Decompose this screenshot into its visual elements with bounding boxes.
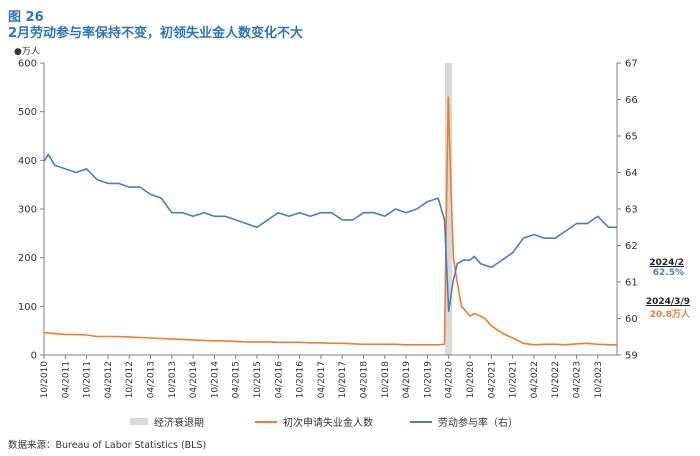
y-right-tick-label: 65: [625, 132, 638, 143]
x-tick-label: 10/2023: [594, 361, 604, 398]
x-tick-label: 04/2011: [61, 361, 71, 398]
source-note: 数据来源：Bureau of Labor Statistics (BLS): [8, 440, 207, 451]
legend-label-recession: 经济衰退期: [154, 418, 204, 429]
x-tick-label: 04/2015: [232, 361, 242, 398]
x-tick-label: 10/2012: [125, 361, 135, 398]
x-tick-label: 04/2023: [573, 361, 583, 398]
series-line-claims: [43, 96, 617, 346]
series-line-participation: [43, 153, 617, 312]
y-right-tick-label: 60: [625, 314, 638, 325]
legend-label-claims: 初次申请失业金人数: [283, 418, 373, 429]
recession-layer: [444, 63, 453, 355]
x-tick-label: 04/2014: [189, 361, 199, 399]
y-right-tick-label: 64: [625, 168, 638, 179]
series-layer: [43, 96, 617, 346]
x-tick-label: 10/2021: [509, 361, 519, 398]
figure-label: 图 26: [8, 10, 44, 25]
legend-swatch-participation: [410, 420, 432, 423]
x-tick-label: 10/2022: [551, 361, 561, 398]
x-tick-label: 04/2020: [445, 361, 455, 399]
y-left-tick-label: 0: [31, 351, 37, 362]
y-right-tick-label: 59: [625, 351, 638, 362]
legend-item-claims: 初次申请失业金人数: [255, 414, 373, 429]
y-right-tick-label: 66: [625, 95, 638, 106]
x-tick-label: 10/2020: [466, 361, 476, 399]
y-left-tick-label: 100: [18, 302, 37, 313]
x-tick-label: 10/2016: [296, 361, 306, 399]
y-right-tick-label: 63: [625, 205, 638, 216]
left-axis-unit-text: 万人: [21, 47, 40, 57]
x-tick-label: 04/2012: [104, 361, 114, 398]
legend-label-participation: 劳动参与率（右）: [438, 418, 518, 429]
x-tick-label: 10/2010: [40, 361, 50, 399]
x-tick-label: 04/2013: [147, 361, 157, 398]
claims-annotation-value: 20.8万人: [649, 310, 690, 320]
legend-item-participation: 劳动参与率（右）: [410, 414, 518, 429]
legend-swatch-recession: [130, 418, 148, 425]
y-left-tick-label: 300: [18, 205, 37, 216]
left-axis-unit: ●万人: [14, 47, 40, 57]
y-right-tick-label: 61: [625, 278, 638, 289]
x-tick-label: 04/2019: [402, 361, 412, 399]
legend-swatch-claims: [255, 420, 277, 423]
x-tick-label: 10/2017: [338, 361, 348, 398]
legend-item-recession: 经济衰退期: [130, 414, 204, 429]
x-tick-label: 10/2018: [381, 361, 391, 399]
y-left-tick-label: 600: [18, 59, 37, 70]
x-tick-label: 04/2022: [530, 361, 540, 398]
x-tick-label: 10/2019: [423, 361, 433, 399]
y-left-tick-label: 400: [18, 156, 37, 167]
y-left-tick-label: 500: [18, 107, 37, 118]
y-right-tick-label: 67: [625, 59, 638, 70]
axes-layer: 0 100 200 300 400 500 600 59 60 61 62 63 64 65 66 67 10/…: [18, 59, 638, 399]
x-tick-label: 04/2017: [317, 361, 327, 398]
chart-title: 2月劳动参与率保持不变，初领失业金人数变化不大: [8, 26, 304, 41]
claims-annotation-date: 2024/3/9: [645, 297, 690, 307]
claims-annotation: 2024/3/9 20.8万人: [616, 297, 690, 320]
recession-shading: [444, 63, 453, 355]
x-tick-label: 10/2014: [210, 361, 220, 399]
x-tick-label: 04/2021: [487, 361, 497, 398]
x-tick-label: 10/2015: [253, 361, 263, 398]
participation-annotation: 2024/2 62.5%: [626, 258, 684, 278]
x-tick-label: 10/2013: [168, 361, 178, 398]
y-left-tick-label: 200: [18, 253, 37, 264]
participation-annotation-date: 2024/2: [649, 258, 684, 268]
x-tick-label: 04/2018: [360, 361, 370, 399]
y-right-tick-label: 62: [625, 241, 638, 252]
x-tick-label: 10/2011: [83, 361, 93, 398]
participation-annotation-value: 62.5%: [652, 268, 684, 278]
x-tick-label: 04/2016: [274, 361, 284, 399]
